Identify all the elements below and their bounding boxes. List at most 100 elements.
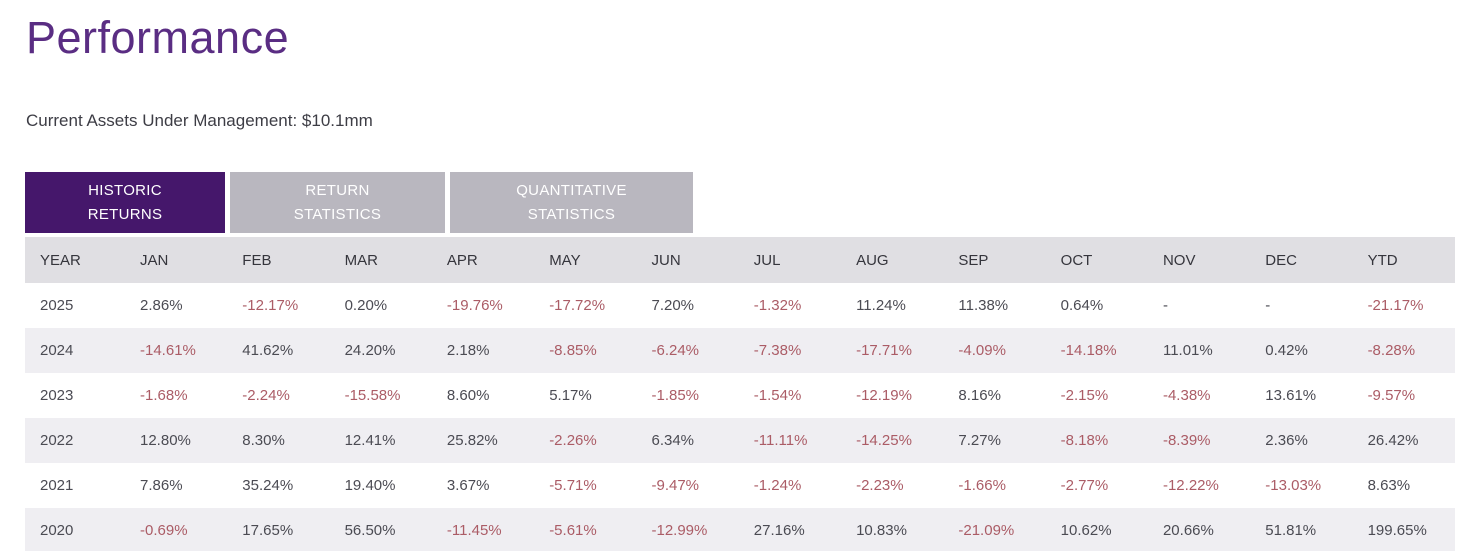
tab-return-statistics[interactable]: RETURN STATISTICS	[230, 172, 445, 233]
column-header: DEC	[1265, 251, 1297, 269]
column-header: YTD	[1367, 251, 1398, 269]
column-header: OCT	[1060, 251, 1093, 269]
return-value-cell: 41.62%	[242, 342, 294, 359]
return-value-cell: 6.34%	[651, 432, 695, 449]
return-value-cell: 0.20%	[344, 297, 388, 314]
return-value-cell: 19.40%	[344, 477, 396, 494]
return-value-cell: 7.86%	[140, 477, 183, 494]
return-value-cell: -4.38%	[1162, 387, 1211, 404]
header-row: YEAR JAN FEB MAR APR MAY JUN JUL AUG SEP OCT NOV DEC…	[25, 237, 1455, 283]
return-value-cell: -12.17%	[242, 297, 299, 314]
return-value-cell: -9.57%	[1367, 387, 1416, 404]
return-value-cell: 7.20%	[651, 297, 695, 314]
return-value-cell: -12.19%	[856, 387, 912, 404]
table-row: 2023 -1.68% -2.24% -15.58% 8.60% 5.17% -1.85% -…	[25, 373, 1455, 418]
performance-tabs: HISTORIC RETURNS RETURN STATISTICS QUANT…	[25, 172, 1475, 233]
return-value-cell: 56.50%	[344, 522, 396, 539]
return-value-cell: 12.80%	[140, 432, 191, 449]
return-value-cell: 0.42%	[1265, 342, 1308, 359]
return-value-cell: 10.83%	[856, 522, 907, 539]
page-title: Performance	[26, 12, 290, 63]
return-value-cell: 8.30%	[242, 432, 285, 449]
return-value-cell: -11.11%	[753, 432, 808, 449]
column-header: JUN	[651, 251, 681, 269]
return-value-cell: -8.39%	[1162, 432, 1211, 449]
year-cell: 2024	[40, 342, 74, 359]
return-value-cell: 10.62%	[1060, 522, 1112, 539]
table-row: 2021 7.86% 35.24% 19.40% 3.67% -5.71% -9.47% -1…	[25, 463, 1455, 508]
return-value-cell: -9.47%	[651, 477, 700, 494]
return-value-cell: -13.03%	[1265, 477, 1322, 494]
return-value-cell: -11.45%	[446, 522, 502, 539]
table-row: 2022 12.80% 8.30% 12.41% 25.82% -2.26% 6.34% -1…	[25, 418, 1455, 463]
return-value-cell: 2.18%	[446, 342, 490, 359]
return-value-cell: 3.67%	[446, 477, 490, 494]
column-header: NOV	[1162, 251, 1196, 269]
tab-quantitative-statistics[interactable]: QUANTITATIVE STATISTICS	[450, 172, 693, 233]
return-value-cell: -14.18%	[1060, 342, 1117, 359]
column-header: JUL	[753, 251, 781, 269]
return-value-cell: -21.17%	[1367, 297, 1424, 314]
year-cell: 2021	[40, 477, 74, 494]
return-value-cell: -14.61%	[140, 342, 196, 359]
return-value-cell: 51.81%	[1265, 522, 1317, 539]
return-value-cell: -1.68%	[140, 387, 188, 404]
return-value-cell: -4.09%	[958, 342, 1006, 359]
table-row: 2025 2.86% -12.17% 0.20% -19.76% -17.72% 7.20%…	[25, 283, 1455, 328]
return-value-cell: -6.24%	[651, 342, 700, 359]
return-value-cell: -21.09%	[958, 522, 1015, 539]
return-value-cell: 8.16%	[958, 387, 1001, 404]
return-value-cell: 24.20%	[344, 342, 396, 359]
return-value-cell: 17.65%	[242, 522, 294, 539]
return-value-cell: -12.99%	[651, 522, 708, 539]
return-value-cell: -5.61%	[549, 522, 597, 539]
return-value-cell: -0.69%	[140, 522, 188, 539]
return-value-cell: -1.54%	[753, 387, 802, 404]
return-value-cell: 8.60%	[446, 387, 490, 404]
return-value-cell: -8.85%	[549, 342, 597, 359]
return-value-cell: 11.38%	[958, 297, 1009, 314]
column-header: FEB	[242, 251, 272, 269]
return-value-cell: 2.36%	[1265, 432, 1308, 449]
return-value-cell: -17.72%	[549, 297, 606, 314]
return-value-cell: -12.22%	[1162, 477, 1219, 494]
return-value-cell: -2.15%	[1060, 387, 1109, 404]
returns-table-body: 2025 2.86% -12.17% 0.20% -19.76% -17.72% 7.20%…	[25, 283, 1455, 551]
return-value-cell: 0.64%	[1060, 297, 1104, 314]
return-value-cell: 26.42%	[1367, 432, 1419, 449]
return-value-cell: -15.58%	[344, 387, 401, 404]
year-cell: 2023	[40, 387, 74, 404]
column-header: AUG	[856, 251, 889, 269]
return-value-cell: 7.27%	[958, 432, 1001, 449]
return-value-cell: 20.66%	[1162, 522, 1214, 539]
return-value-cell: 13.61%	[1265, 387, 1317, 404]
return-value-cell: -1.66%	[958, 477, 1006, 494]
year-cell: 2020	[40, 522, 74, 539]
historic-returns-table: YEAR JAN FEB MAR APR MAY JUN JUL AUG SEP OCT NOV DEC…	[25, 237, 1455, 551]
return-value-cell: -1.24%	[753, 477, 802, 494]
return-value-cell: 12.41%	[344, 432, 396, 449]
table-row: 2020 -0.69% 17.65% 56.50% -11.45% -5.61% -12.9…	[25, 508, 1455, 551]
column-header: MAR	[344, 251, 378, 269]
column-header: MAY	[549, 251, 581, 269]
return-value-cell: 25.82%	[446, 432, 498, 449]
year-cell: 2025	[40, 297, 74, 314]
column-header: YEAR	[40, 251, 81, 269]
return-value-cell: -2.26%	[549, 432, 597, 449]
return-value-cell: -8.28%	[1367, 342, 1416, 359]
return-value-cell: -	[1162, 297, 1168, 314]
table-row: 2024 -14.61% 41.62% 24.20% 2.18% -8.85% -6.24%…	[25, 328, 1455, 373]
tab-quantitative-statistics-label: QUANTITATIVE STATISTICS	[516, 182, 627, 223]
column-header: SEP	[958, 251, 989, 269]
tab-return-statistics-label: RETURN STATISTICS	[293, 182, 382, 223]
return-value-cell: -8.18%	[1060, 432, 1109, 449]
aum-text: Current Assets Under Management: $10.1mm	[26, 111, 373, 130]
return-value-cell: -2.77%	[1060, 477, 1109, 494]
return-value-cell: 2.86%	[140, 297, 183, 314]
return-value-cell: -2.23%	[856, 477, 904, 494]
tab-historic-returns[interactable]: HISTORIC RETURNS	[25, 172, 225, 233]
return-value-cell: 11.24%	[856, 297, 906, 314]
return-value-cell: 27.16%	[753, 522, 805, 539]
return-value-cell: 35.24%	[242, 477, 294, 494]
